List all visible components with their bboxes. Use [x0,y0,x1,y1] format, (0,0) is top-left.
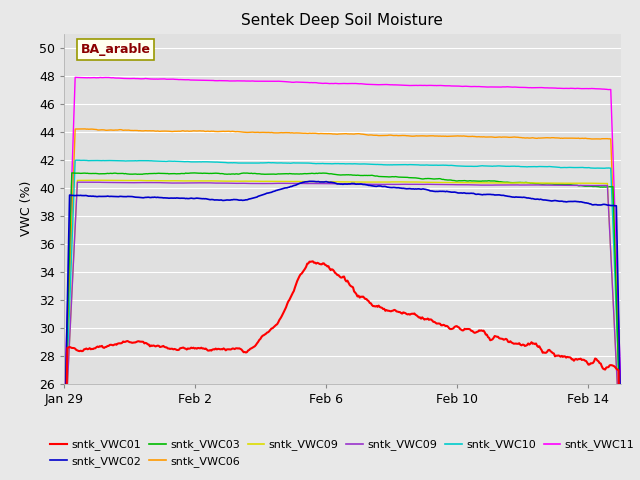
Legend: sntk_VWC01, sntk_VWC02, sntk_VWC03, sntk_VWC06, sntk_VWC09, sntk_VWC09, sntk_VWC: sntk_VWC01, sntk_VWC02, sntk_VWC03, sntk… [45,435,639,471]
Title: Sentek Deep Soil Moisture: Sentek Deep Soil Moisture [241,13,444,28]
Y-axis label: VWC (%): VWC (%) [20,181,33,237]
Text: BA_arable: BA_arable [81,43,150,56]
